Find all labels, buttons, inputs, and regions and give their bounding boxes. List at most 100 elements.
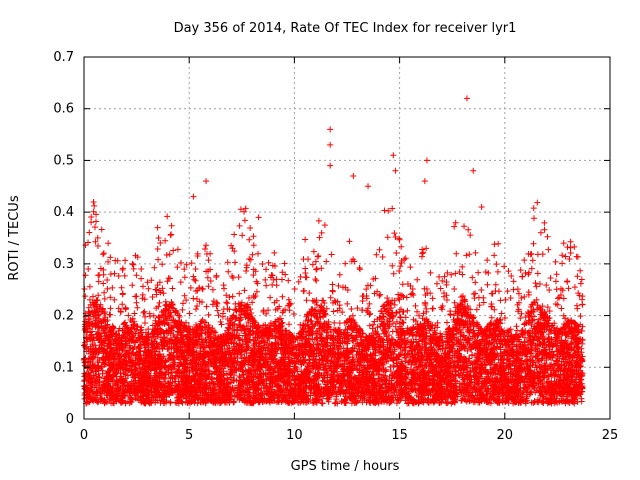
data-point [342,260,349,267]
data-point [84,338,91,345]
data-point [105,240,112,247]
data-point [521,293,528,300]
data-point [129,282,136,289]
data-point [86,283,93,290]
data-point [451,299,458,306]
data-point [453,250,460,257]
data-point [577,313,584,320]
data-point [165,275,172,282]
data-point [270,276,277,283]
data-point [547,275,554,282]
data-point [553,271,560,278]
data-point [316,234,323,241]
data-point [190,273,197,280]
data-point [409,286,416,293]
data-point [323,258,330,265]
data-point [245,294,252,301]
data-point [552,278,559,285]
data-point [130,261,137,268]
data-point [91,224,98,231]
data-point [250,272,257,279]
data-point [312,258,319,265]
data-point [100,317,107,324]
data-point [265,307,272,314]
data-point [95,278,102,285]
data-point [331,319,338,326]
data-point [491,252,498,259]
chart-title: Day 356 of 2014, Rate Of TEC Index for r… [174,21,517,36]
data-point [334,307,341,314]
data-point [203,242,210,249]
data-point [131,310,138,317]
data-point [578,276,585,283]
data-point [138,275,145,282]
data-point [138,266,145,273]
data-point [495,240,502,247]
data-point [398,243,405,250]
data-point [472,290,479,297]
data-point [434,324,441,331]
data-point [465,226,472,233]
data-point [473,306,480,313]
data-point [205,283,212,290]
data-point [141,319,148,326]
data-point [441,273,448,280]
data-point [501,314,508,321]
data-point [217,318,224,325]
data-point [443,278,450,285]
data-point [153,305,160,312]
data-point [254,250,261,257]
data-point [492,281,499,288]
data-point [387,368,394,375]
data-point [409,290,416,297]
data-point [118,284,125,291]
data-point [88,219,95,226]
data-point [313,266,320,273]
data-point [157,239,164,246]
data-point [107,305,114,312]
data-point [104,276,111,283]
data-point [380,313,387,320]
data-point [537,363,544,370]
data-point [247,224,254,231]
data-point [356,264,363,271]
data-point [460,369,467,376]
data-point [234,327,241,334]
data-point [444,296,451,303]
data-point [393,250,400,257]
data-point [541,226,548,233]
data-point [262,276,269,283]
data-point [514,286,521,293]
data-point [186,310,193,317]
data-point [134,254,141,261]
data-point [517,267,524,274]
data-point [554,295,561,302]
data-point [148,277,155,284]
data-point [356,266,363,273]
data-point [439,306,446,313]
data-point [416,312,423,319]
data-point [545,246,552,253]
data-point [430,305,437,312]
data-point [209,301,216,308]
data-point [537,229,544,236]
data-point [235,274,242,281]
data-point [498,310,505,317]
data-point [107,271,114,278]
data-point [98,226,105,233]
data-point [335,282,342,289]
data-point [290,311,297,318]
data-point [252,293,259,300]
data-point [470,314,477,321]
data-point [571,284,578,291]
data-point [163,251,170,258]
data-point [226,294,233,301]
data-point [193,306,200,313]
data-point [510,278,517,285]
data-point [315,217,322,224]
data-point [122,257,129,264]
data-point [164,335,171,342]
data-point [521,257,528,264]
data-point [560,295,567,302]
data-point [534,199,541,206]
